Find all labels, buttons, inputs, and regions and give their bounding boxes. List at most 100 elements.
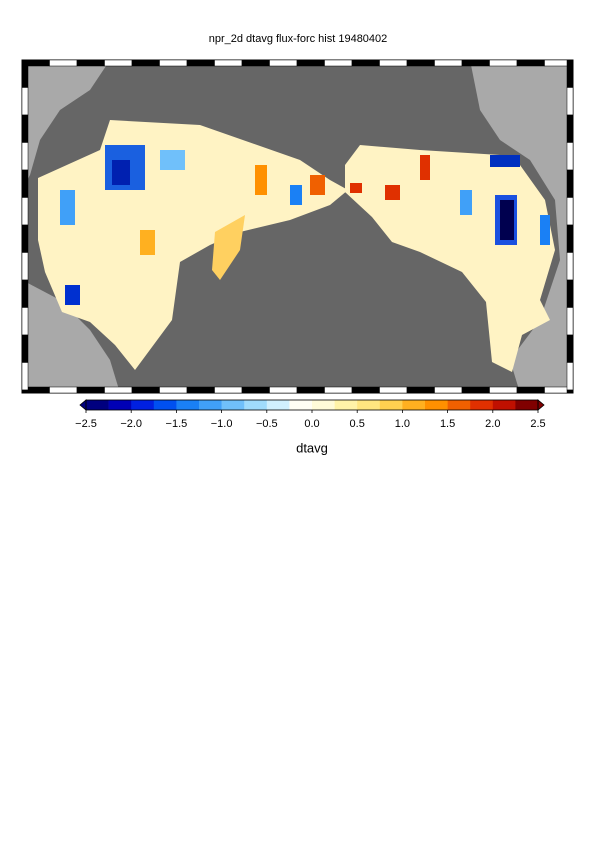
border-cell bbox=[461, 59, 490, 67]
field-patch bbox=[290, 185, 302, 205]
border-cell bbox=[21, 224, 29, 253]
map-border bbox=[21, 59, 574, 394]
colorbar-tick-label: 1.0 bbox=[395, 418, 410, 430]
field-patch bbox=[385, 185, 400, 200]
border-cell bbox=[406, 386, 435, 394]
border-cell bbox=[241, 386, 270, 394]
border-cell bbox=[566, 197, 574, 226]
colorbar-swatch bbox=[221, 400, 245, 410]
colorbar-tick-label: 0.0 bbox=[304, 418, 319, 430]
colorbar-swatch bbox=[199, 400, 222, 410]
border-cell bbox=[566, 334, 574, 363]
border-cell bbox=[131, 386, 160, 394]
field-patch bbox=[500, 200, 514, 240]
border-cell bbox=[566, 224, 574, 253]
colorbar-swatch bbox=[176, 400, 200, 410]
border-cell bbox=[131, 59, 160, 67]
colorbar-swatch bbox=[131, 400, 155, 410]
colorbar-tick-label: 1.5 bbox=[440, 418, 455, 430]
colorbar-swatch bbox=[312, 400, 335, 410]
colorbar-swatch bbox=[470, 400, 494, 410]
border-cell bbox=[159, 59, 188, 67]
border-cell bbox=[379, 59, 408, 67]
border-cell bbox=[566, 59, 574, 88]
border-cell bbox=[406, 59, 435, 67]
colorbar-swatch bbox=[515, 400, 539, 410]
border-cell bbox=[241, 59, 270, 67]
border-cell bbox=[379, 386, 408, 394]
border-cell bbox=[76, 59, 105, 67]
field-patch bbox=[490, 155, 520, 167]
colorbar-label: dtavg bbox=[296, 440, 328, 455]
border-cell bbox=[566, 169, 574, 198]
border-cell bbox=[489, 59, 518, 67]
land-mask bbox=[470, 60, 573, 393]
colorbar-swatch bbox=[266, 400, 290, 410]
border-cell bbox=[159, 386, 188, 394]
field-patch bbox=[140, 230, 155, 255]
border-cell bbox=[434, 59, 463, 67]
map bbox=[21, 59, 574, 394]
border-cell bbox=[49, 59, 78, 67]
field-patch bbox=[540, 215, 550, 245]
map-title: npr_2d dtavg flux-forc hist 19480402 bbox=[209, 33, 388, 45]
border-cell bbox=[566, 389, 574, 394]
border-cell bbox=[516, 59, 545, 67]
colorbar-swatch bbox=[289, 400, 313, 410]
border-cell bbox=[21, 307, 29, 336]
border-cell bbox=[214, 59, 243, 67]
border-cell bbox=[351, 386, 380, 394]
border-cell bbox=[21, 197, 29, 226]
border-cell bbox=[269, 59, 298, 67]
border-cell bbox=[21, 169, 29, 198]
border-cell bbox=[566, 142, 574, 171]
colorbar-tick-label: 2.5 bbox=[530, 418, 545, 430]
colorbar-end bbox=[537, 399, 545, 411]
border-cell bbox=[461, 386, 490, 394]
border-cell bbox=[21, 389, 29, 394]
land-mask bbox=[22, 280, 120, 393]
field-patch bbox=[255, 165, 267, 195]
colorbar-tick-label: −1.0 bbox=[211, 418, 233, 430]
field-patch bbox=[310, 175, 325, 195]
colorbar-swatch bbox=[357, 400, 381, 410]
border-cell bbox=[21, 59, 29, 88]
field-patch bbox=[350, 183, 362, 193]
border-cell bbox=[434, 386, 463, 394]
border-cell bbox=[21, 252, 29, 281]
border-cell bbox=[269, 386, 298, 394]
colorbar-swatch bbox=[334, 400, 358, 410]
border-cell bbox=[566, 362, 574, 391]
border-cell bbox=[296, 386, 325, 394]
border-cell bbox=[566, 279, 574, 308]
colorbar-tick-label: 0.5 bbox=[350, 418, 365, 430]
border-cell bbox=[516, 386, 545, 394]
colorbar-tick-label: −1.5 bbox=[166, 418, 188, 430]
colorbar-swatch bbox=[425, 400, 448, 410]
colorbar-swatch bbox=[379, 400, 403, 410]
border-cell bbox=[324, 386, 353, 394]
border-cell bbox=[489, 386, 518, 394]
colorbar-tick-label: −2.0 bbox=[120, 418, 142, 430]
border-cell bbox=[351, 59, 380, 67]
border-cell bbox=[21, 87, 29, 116]
field-patch bbox=[65, 285, 80, 305]
colorbar-tick-label: −0.5 bbox=[256, 418, 278, 430]
border-cell bbox=[324, 59, 353, 67]
border-cell bbox=[104, 386, 133, 394]
colorbar-swatch bbox=[402, 400, 426, 410]
colorbar-swatch bbox=[492, 400, 516, 410]
colorbar-swatch bbox=[86, 400, 109, 410]
border-cell bbox=[566, 114, 574, 143]
border-cell bbox=[296, 59, 325, 67]
field-patch bbox=[112, 160, 130, 185]
border-cell bbox=[566, 87, 574, 116]
colorbar-swatch bbox=[447, 400, 471, 410]
border-cell bbox=[566, 252, 574, 281]
border-cell bbox=[21, 114, 29, 143]
border-cell bbox=[186, 59, 215, 67]
border-cell bbox=[104, 59, 133, 67]
border-cell bbox=[49, 386, 78, 394]
border-cell bbox=[21, 362, 29, 391]
